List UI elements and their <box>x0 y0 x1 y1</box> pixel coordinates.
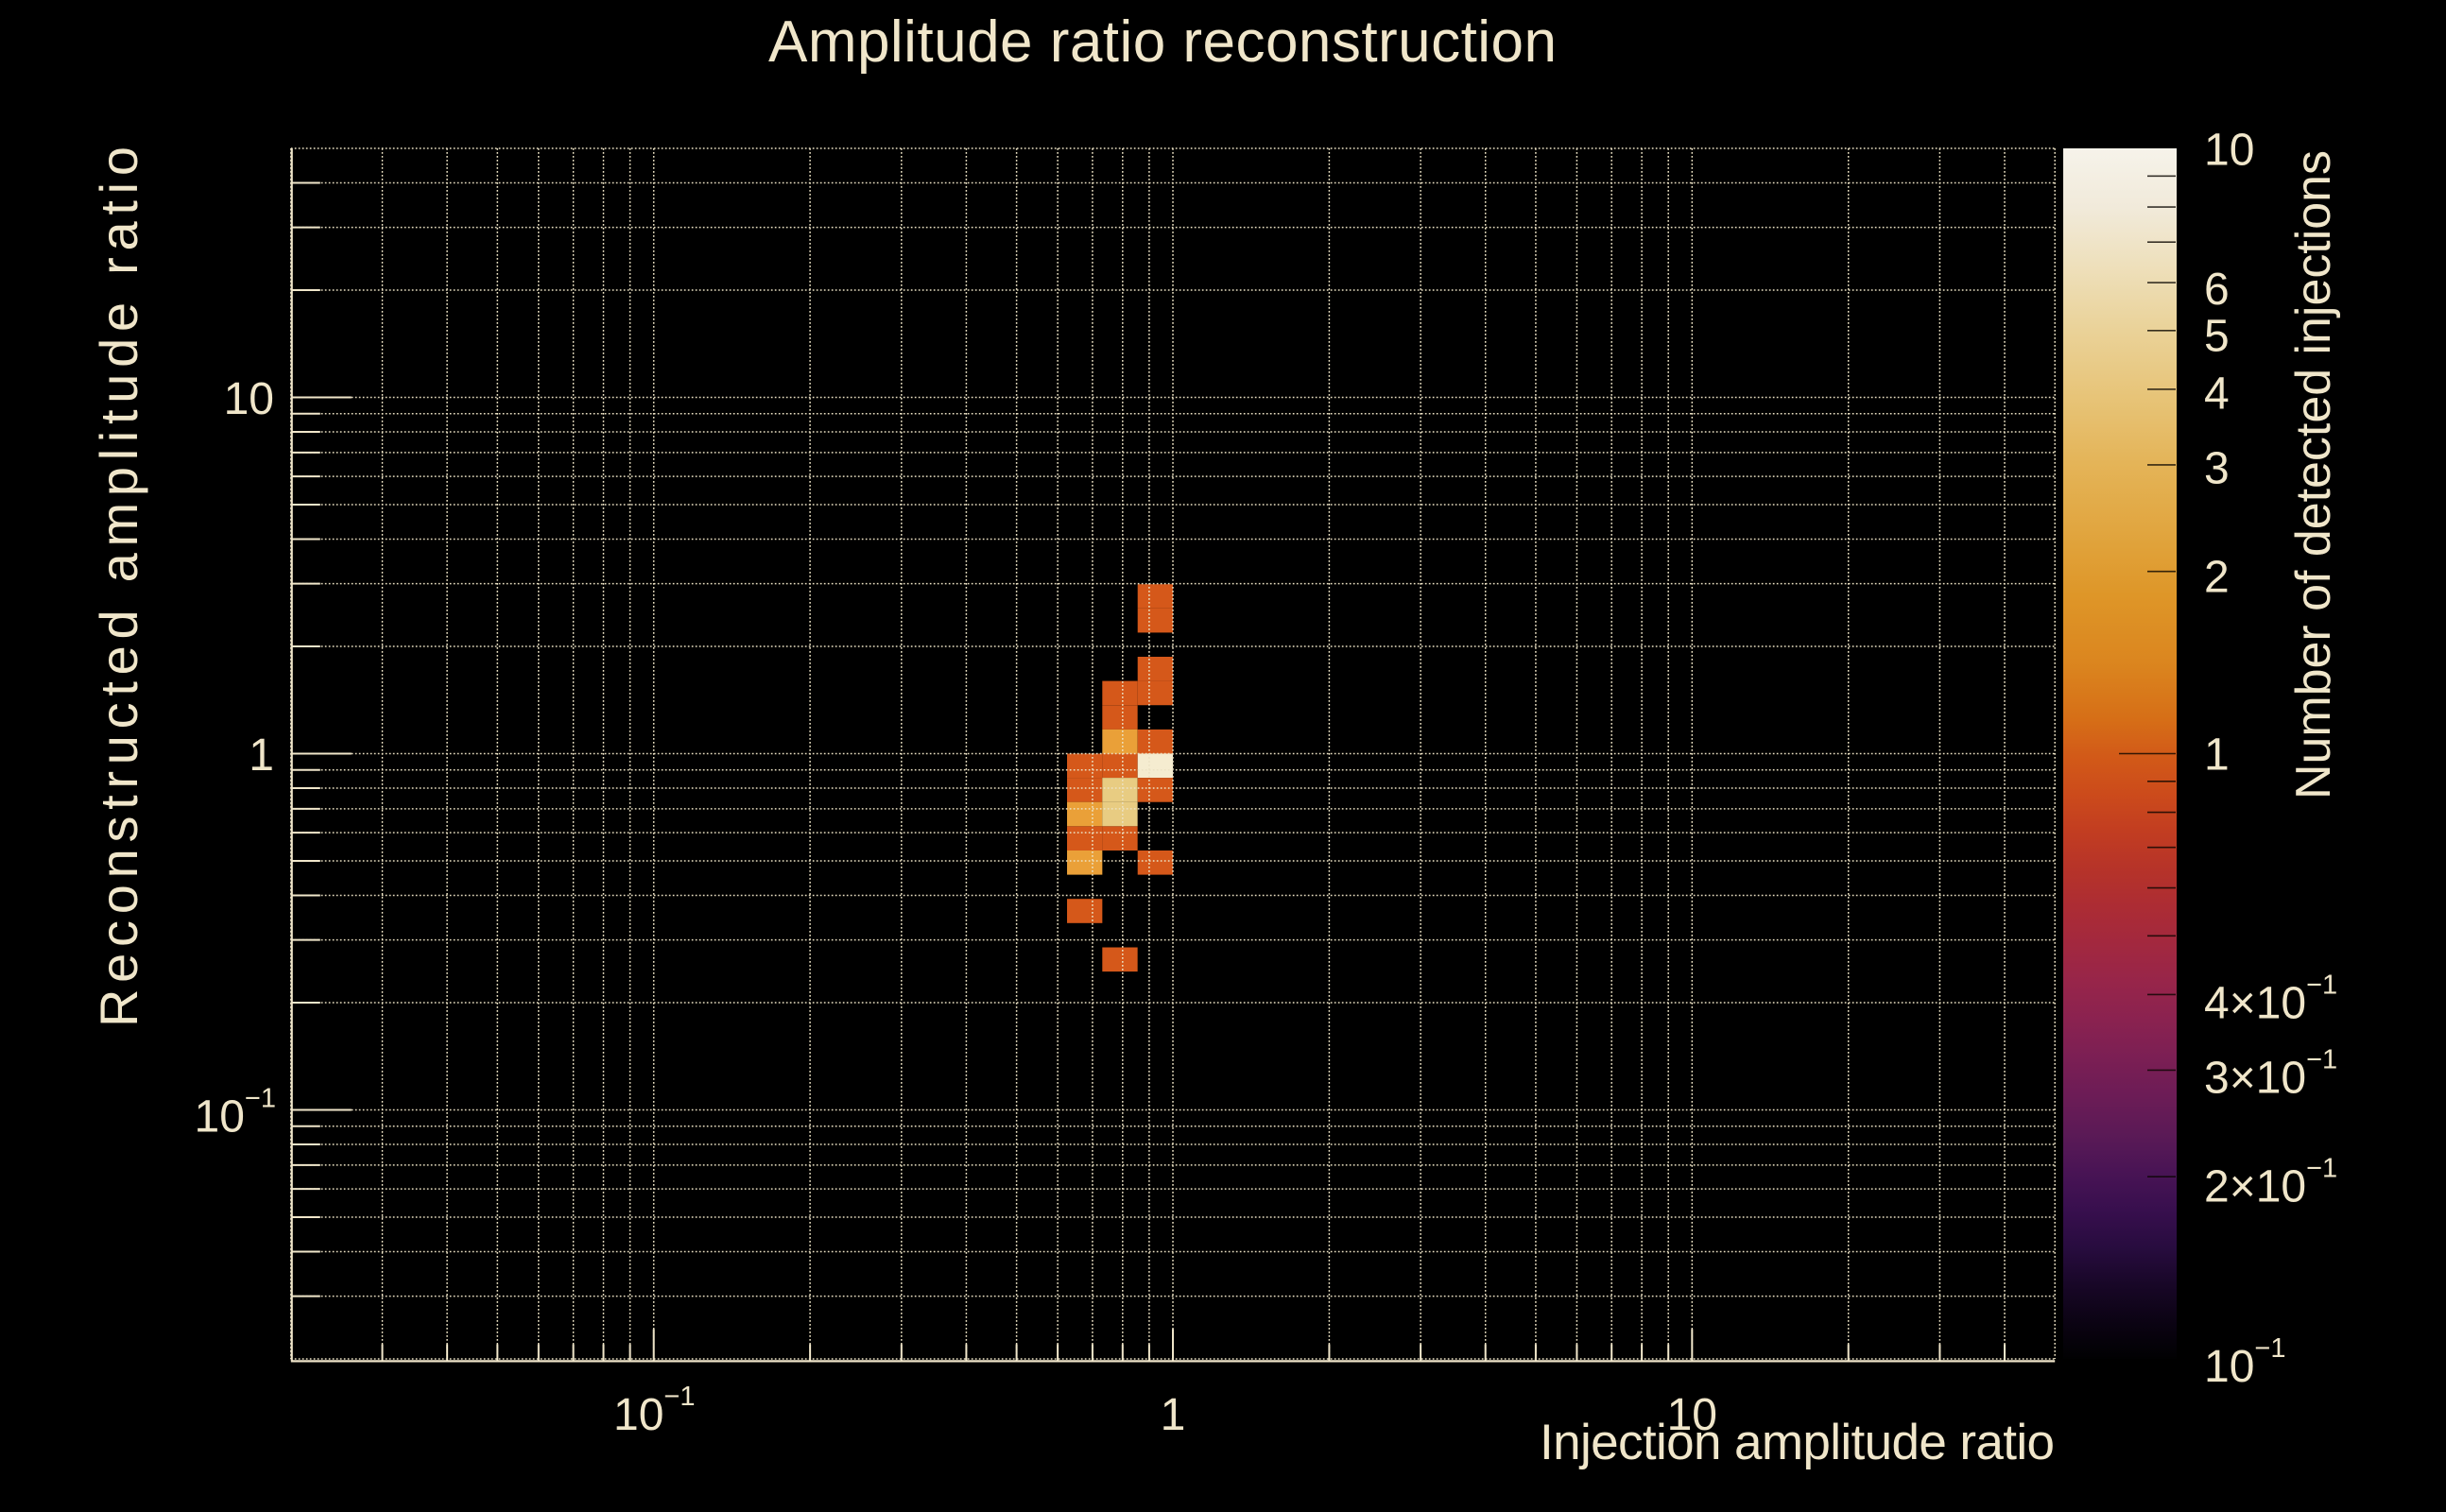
svg-text:1: 1 <box>249 730 274 781</box>
svg-text:5: 5 <box>2204 312 2230 362</box>
svg-text:10: 10 <box>2204 126 2254 176</box>
svg-text:4: 4 <box>2204 369 2230 420</box>
svg-text:2: 2 <box>2204 553 2230 603</box>
svg-text:1: 1 <box>1161 1390 1186 1440</box>
svg-text:10: 10 <box>1667 1390 1717 1440</box>
svg-text:Injection amplitude ratio: Injection amplitude ratio <box>1540 1415 2055 1470</box>
svg-text:Amplitude ratio reconstruction: Amplitude ratio reconstruction <box>768 9 1557 75</box>
svg-text:Number of detected injections: Number of detected injections <box>2286 150 2341 799</box>
svg-text:6: 6 <box>2204 265 2230 315</box>
svg-text:3: 3 <box>2204 444 2230 494</box>
svg-text:10: 10 <box>224 374 274 424</box>
svg-text:1: 1 <box>2204 730 2230 781</box>
